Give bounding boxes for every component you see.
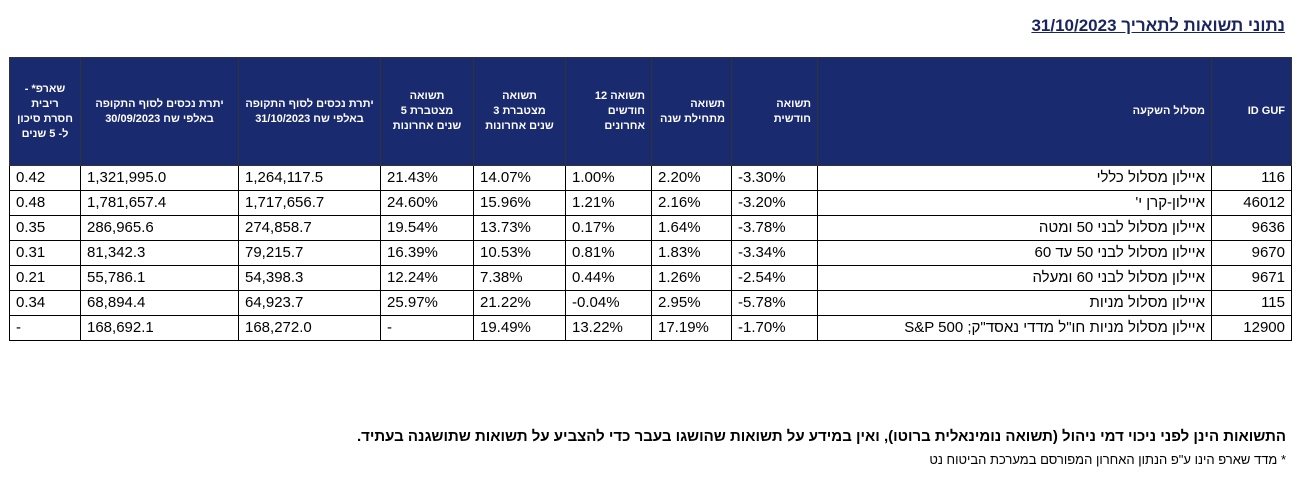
cell-3y-return: 19.49% bbox=[473, 315, 566, 341]
cell-12m-return: 13.22% bbox=[565, 315, 652, 341]
cell-sharpe: 0.34 bbox=[9, 290, 81, 316]
cell-id: 9636 bbox=[1211, 215, 1292, 241]
table-header-row: ID GUF מסלול השקעה תשואה חודשית תשואה מת… bbox=[9, 57, 1292, 166]
cell-3y-return: 7.38% bbox=[473, 265, 566, 291]
cell-ytd-return: 1.64% bbox=[651, 215, 732, 241]
cell-ytd-return: 2.16% bbox=[651, 190, 732, 216]
cell-monthly-return: -2.54% bbox=[731, 265, 818, 291]
cell-5y-return: 25.97% bbox=[380, 290, 474, 316]
cell-assets-sep: 1,781,657.4 bbox=[80, 190, 239, 216]
cell-track-name: איילון מסלול מניות bbox=[817, 290, 1212, 316]
cell-assets-oct: 79,215.7 bbox=[238, 240, 381, 266]
cell-monthly-return: -3.30% bbox=[731, 165, 818, 191]
cell-monthly-return: -1.70% bbox=[731, 315, 818, 341]
cell-sharpe: 0.21 bbox=[9, 265, 81, 291]
cell-sharpe: - bbox=[9, 315, 81, 341]
cell-id: 116 bbox=[1211, 165, 1292, 191]
cell-assets-oct: 1,264,117.5 bbox=[238, 165, 381, 191]
header-monthly-return: תשואה חודשית bbox=[731, 57, 818, 166]
cell-track-name: איילון מסלול מניות חו"ל מדדי נאסד"ק; S&P… bbox=[817, 315, 1212, 341]
cell-12m-return: 0.81% bbox=[565, 240, 652, 266]
cell-5y-return: 24.60% bbox=[380, 190, 474, 216]
cell-track-name: איילון מסלול כללי bbox=[817, 165, 1212, 191]
cell-3y-return: 14.07% bbox=[473, 165, 566, 191]
cell-5y-return: 19.54% bbox=[380, 215, 474, 241]
cell-sharpe: 0.48 bbox=[9, 190, 81, 216]
table-row: 12900 איילון מסלול מניות חו"ל מדדי נאסד"ק… bbox=[9, 315, 1292, 341]
cell-12m-return: 0.44% bbox=[565, 265, 652, 291]
cell-3y-return: 13.73% bbox=[473, 215, 566, 241]
header-12m-return: תשואה 12 חודשים אחרונים bbox=[565, 57, 652, 166]
cell-ytd-return: 2.95% bbox=[651, 290, 732, 316]
cell-monthly-return: -5.78% bbox=[731, 290, 818, 316]
cell-assets-oct: 1,717,656.7 bbox=[238, 190, 381, 216]
cell-monthly-return: -3.34% bbox=[731, 240, 818, 266]
header-sharpe: שארפ* - ריבית חסרת סיכון ל- 5 שנים bbox=[9, 57, 81, 166]
table-row: 116 איילון מסלול כללי -3.30% 2.20% 1.00% 14.0… bbox=[9, 165, 1292, 191]
table-row: 9670 איילון מסלול לבני 50 עד 60 -3.34% 1.83… bbox=[9, 240, 1292, 266]
cell-ytd-return: 2.20% bbox=[651, 165, 732, 191]
cell-id: 12900 bbox=[1211, 315, 1292, 341]
table-row: 9636 איילון מסלול לבני 50 ומטה -3.78% 1.64%… bbox=[9, 215, 1292, 241]
cell-assets-sep: 286,965.6 bbox=[80, 215, 239, 241]
cell-assets-oct: 168,272.0 bbox=[238, 315, 381, 341]
header-id: ID GUF bbox=[1211, 57, 1292, 166]
cell-3y-return: 10.53% bbox=[473, 240, 566, 266]
cell-3y-return: 15.96% bbox=[473, 190, 566, 216]
cell-id: 9670 bbox=[1211, 240, 1292, 266]
table-row: 115 איילון מסלול מניות -5.78% 2.95% -0.04% 21… bbox=[9, 290, 1292, 316]
cell-ytd-return: 1.83% bbox=[651, 240, 732, 266]
sharpe-footnote: * מדד שארפ הינו ע"פ הנתון האחרון המפורסם… bbox=[929, 452, 1286, 467]
cell-sharpe: 0.42 bbox=[9, 165, 81, 191]
cell-5y-return: - bbox=[380, 315, 474, 341]
header-track: מסלול השקעה bbox=[817, 57, 1212, 166]
cell-assets-oct: 54,398.3 bbox=[238, 265, 381, 291]
cell-assets-oct: 64,923.7 bbox=[238, 290, 381, 316]
cell-12m-return: -0.04% bbox=[565, 290, 652, 316]
page-title: נתוני תשואות לתאריך 31/10/2023 bbox=[1031, 16, 1285, 35]
cell-12m-return: 1.21% bbox=[565, 190, 652, 216]
cell-monthly-return: -3.78% bbox=[731, 215, 818, 241]
cell-assets-sep: 1,321,995.0 bbox=[80, 165, 239, 191]
cell-5y-return: 21.43% bbox=[380, 165, 474, 191]
header-ytd-return: תשואה מתחילת שנה bbox=[651, 57, 732, 166]
cell-12m-return: 0.17% bbox=[565, 215, 652, 241]
cell-monthly-return: -3.20% bbox=[731, 190, 818, 216]
cell-assets-sep: 81,342.3 bbox=[80, 240, 239, 266]
table-body: 116 איילון מסלול כללי -3.30% 2.20% 1.00% 14.0… bbox=[9, 165, 1292, 341]
cell-sharpe: 0.31 bbox=[9, 240, 81, 266]
cell-assets-sep: 168,692.1 bbox=[80, 315, 239, 341]
cell-assets-sep: 55,786.1 bbox=[80, 265, 239, 291]
cell-5y-return: 16.39% bbox=[380, 240, 474, 266]
cell-track-name: איילון מסלול לבני 60 ומעלה bbox=[817, 265, 1212, 291]
cell-id: 115 bbox=[1211, 290, 1292, 316]
cell-ytd-return: 17.19% bbox=[651, 315, 732, 341]
cell-track-name: איילון-קרן י' bbox=[817, 190, 1212, 216]
cell-12m-return: 1.00% bbox=[565, 165, 652, 191]
cell-5y-return: 12.24% bbox=[380, 265, 474, 291]
cell-assets-sep: 68,894.4 bbox=[80, 290, 239, 316]
header-3y-return: תשואה מצטברת 3 שנים אחרונות bbox=[473, 57, 566, 166]
cell-track-name: איילון מסלול לבני 50 ומטה bbox=[817, 215, 1212, 241]
cell-track-name: איילון מסלול לבני 50 עד 60 bbox=[817, 240, 1212, 266]
header-assets-sep: יתרת נכסים לסוף התקופה באלפי שח 30/09/20… bbox=[80, 57, 239, 166]
header-assets-oct: יתרת נכסים לסוף התקופה באלפי שח 31/10/20… bbox=[238, 57, 381, 166]
header-5y-return: תשואה מצטברת 5 שנים אחרונות bbox=[380, 57, 474, 166]
cell-3y-return: 21.22% bbox=[473, 290, 566, 316]
table-row: 46012 איילון-קרן י' -3.20% 2.16% 1.21% 15.96%… bbox=[9, 190, 1292, 216]
cell-sharpe: 0.35 bbox=[9, 215, 81, 241]
table-row: 9671 איילון מסלול לבני 60 ומעלה -2.54% 1.26… bbox=[9, 265, 1292, 291]
cell-assets-oct: 274,858.7 bbox=[238, 215, 381, 241]
cell-id: 46012 bbox=[1211, 190, 1292, 216]
returns-table: ID GUF מסלול השקעה תשואה חודשית תשואה מת… bbox=[9, 57, 1292, 341]
cell-id: 9671 bbox=[1211, 265, 1292, 291]
disclaimer-note: התשואות הינן לפני ניכוי דמי ניהול (תשואה… bbox=[356, 428, 1286, 445]
cell-ytd-return: 1.26% bbox=[651, 265, 732, 291]
